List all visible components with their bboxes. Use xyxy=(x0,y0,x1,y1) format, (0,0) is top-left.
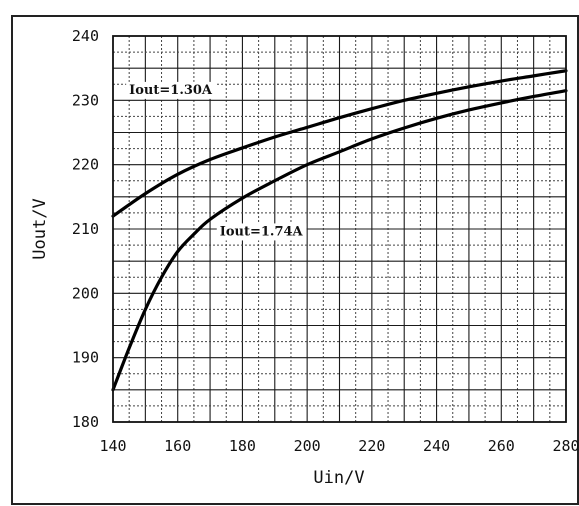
y-axis-label: Uout/V xyxy=(30,198,50,259)
y-tick-label: 200 xyxy=(72,284,99,302)
x-tick-label: 220 xyxy=(358,437,385,455)
figure-border xyxy=(11,15,579,505)
y-tick-label: 190 xyxy=(72,349,99,367)
x-tick-label: 180 xyxy=(229,437,256,455)
x-tick-label: 260 xyxy=(488,437,515,455)
annotations: Iout=1.30A Iout=1.74A xyxy=(126,81,307,241)
grid xyxy=(113,36,566,422)
y-tick-label: 210 xyxy=(72,220,99,238)
series-lines xyxy=(111,69,568,392)
x-axis-label: Uin/V xyxy=(313,468,364,488)
series-label-1: Iout=1.30A xyxy=(129,83,213,98)
y-tick-label: 220 xyxy=(72,156,99,174)
x-tick-label: 160 xyxy=(164,437,191,455)
annotation-background xyxy=(216,223,307,241)
x-tick-label: 140 xyxy=(99,437,126,455)
series-line-2 xyxy=(111,89,568,392)
plot-frame xyxy=(112,35,567,423)
series-label-2: Iout=1.74A xyxy=(220,224,304,239)
series-line-1 xyxy=(111,69,568,218)
x-tick-label: 280 xyxy=(552,437,579,455)
x-tick-label: 200 xyxy=(294,437,321,455)
annotation-background xyxy=(126,81,216,99)
x-tick-label: 240 xyxy=(423,437,450,455)
y-tick-label: 240 xyxy=(72,27,99,45)
y-tick-label: 180 xyxy=(72,413,99,431)
y-tick-label: 230 xyxy=(72,91,99,109)
tick-labels: 140 160 180 200 220 240 260 280 180 190 200 210 220 2… xyxy=(72,27,579,455)
